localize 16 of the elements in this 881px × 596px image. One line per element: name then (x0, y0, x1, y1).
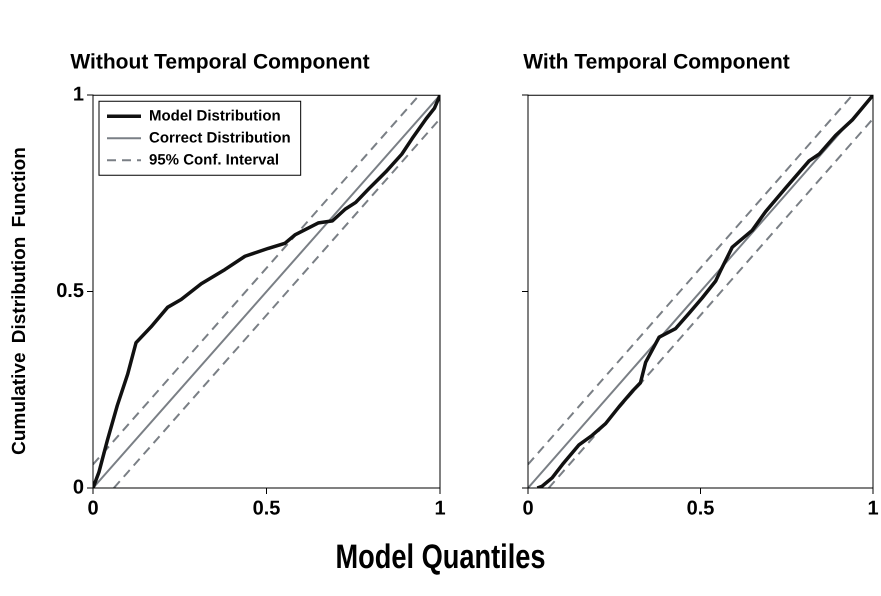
chart-title: Without Temporal Component (70, 50, 370, 74)
x-tick-label: 0.5 (686, 498, 714, 520)
x-tick-label: 0 (522, 498, 534, 520)
x-tick-label: 0 (87, 498, 99, 520)
y-tick-label: 0.5 (56, 280, 84, 302)
y-tick-label: 1 (72, 84, 84, 106)
y-tick-label: 0 (72, 476, 84, 499)
chart-title: With Temporal Component (523, 50, 790, 74)
legend-label: Correct Distribution (149, 129, 291, 146)
legend-label: Model Distribution (149, 107, 281, 124)
x-tick-label: 1 (867, 498, 879, 520)
x-tick-label: 1 (434, 498, 446, 520)
legend-label: 95% Conf. Interval (149, 151, 280, 168)
x-axis-title: Model Quantiles (334, 538, 547, 577)
x-tick-label: 0.5 (252, 498, 280, 520)
y-axis-title: Cumulative Distribution Function (9, 146, 31, 457)
